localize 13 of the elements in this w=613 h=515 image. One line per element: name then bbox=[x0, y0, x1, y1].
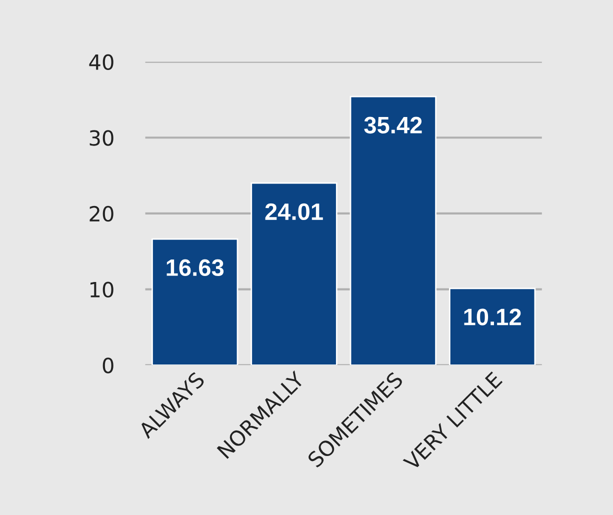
y-tick-label: 30 bbox=[90, 130, 114, 146]
y-tick-label: 40 bbox=[89, 54, 114, 70]
bar bbox=[448, 288, 536, 366]
data-label: 16.63 bbox=[166, 259, 224, 276]
bar bbox=[250, 182, 338, 366]
bar bbox=[350, 96, 436, 366]
y-tick-label: 20 bbox=[90, 206, 114, 222]
data-label: 10.12 bbox=[464, 308, 521, 326]
y-tick-label: 10 bbox=[90, 282, 114, 298]
bar bbox=[152, 238, 238, 366]
data-label: 24.01 bbox=[265, 203, 323, 220]
data-label: 35.42 bbox=[364, 116, 422, 134]
y-tick-label: 0 bbox=[102, 358, 114, 374]
